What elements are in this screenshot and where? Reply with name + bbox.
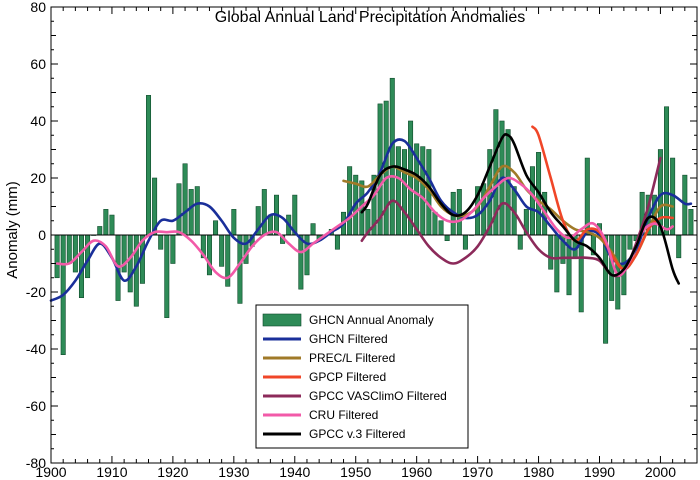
- x-tick-label: 2000: [645, 464, 676, 480]
- anomaly-bar: [182, 163, 188, 236]
- anomaly-bar: [456, 189, 462, 236]
- x-tick-label: 1950: [340, 464, 371, 480]
- series-line: [531, 125, 674, 271]
- x-tick-label: 1970: [462, 464, 493, 480]
- anomaly-bar: [66, 234, 72, 264]
- lines-layer: [49, 125, 693, 302]
- x-tick-label: 1940: [279, 464, 310, 480]
- x-tick-label: 1930: [218, 464, 249, 480]
- x-tick-label: 1960: [401, 464, 432, 480]
- anomaly-bar: [688, 209, 694, 236]
- anomaly-bar: [334, 234, 340, 250]
- anomaly-bar: [444, 234, 450, 241]
- anomaly-bar: [554, 234, 560, 293]
- y-tick-label: 80: [30, 0, 46, 15]
- y-tick-label: 60: [30, 56, 46, 72]
- anomaly-bar: [146, 95, 152, 236]
- x-tick-label: 1920: [157, 464, 188, 480]
- anomaly-bar: [462, 234, 468, 250]
- anomaly-bar: [170, 234, 176, 264]
- legend-items: GHCN Annual Anomaly GHCN Filtered PREC/L F…: [262, 313, 447, 441]
- anomaly-bar: [109, 214, 115, 236]
- x-tick-label: 1900: [35, 464, 66, 480]
- anomaly-bar: [97, 226, 103, 236]
- y-tick-label: 0: [38, 227, 46, 243]
- anomaly-bar: [389, 77, 395, 236]
- anomaly-bar: [188, 189, 194, 236]
- legend-label: GPCC VASClimO Filtered: [309, 389, 447, 403]
- anomaly-bar: [261, 189, 267, 236]
- anomaly-bar: [213, 220, 219, 236]
- legend-label: CRU Filtered: [309, 408, 378, 422]
- y-tick-label: -40: [26, 341, 46, 357]
- anomaly-bar: [206, 234, 212, 276]
- anomaly-bar: [517, 234, 523, 250]
- y-tick-label: -80: [26, 455, 46, 471]
- anomaly-bar: [432, 211, 438, 236]
- anomaly-bar: [298, 234, 304, 290]
- anomaly-bar: [164, 234, 170, 318]
- anomaly-bar: [158, 234, 164, 250]
- legend-label: GPCC v.3 Filtered: [309, 427, 405, 441]
- anomaly-bar: [72, 234, 78, 273]
- anomaly-bar: [438, 220, 444, 236]
- anomaly-bar: [548, 234, 554, 270]
- x-tick-label: 1910: [96, 464, 127, 480]
- legend-label: GHCN Annual Anomaly: [309, 313, 434, 327]
- anomaly-bar: [194, 186, 200, 236]
- anomaly-bar: [176, 183, 182, 236]
- x-tick-label: 1990: [584, 464, 615, 480]
- anomaly-bar: [395, 146, 401, 236]
- legend-label: GPCP Filtered: [309, 370, 386, 384]
- y-tick-label: 40: [30, 113, 46, 129]
- anomaly-bar: [304, 234, 310, 276]
- x-tick-label: 1980: [523, 464, 554, 480]
- anomaly-bar: [676, 234, 682, 259]
- anomaly-bar: [664, 106, 670, 236]
- y-tick-label: -60: [26, 398, 46, 414]
- legend: GHCN Annual Anomaly GHCN Filtered PREC/L F…: [255, 304, 469, 449]
- anomaly-bar: [103, 209, 109, 236]
- legend-label: PREC/L Filtered: [309, 351, 395, 365]
- legend-label: GHCN Filtered: [309, 332, 388, 346]
- anomaly-bar: [420, 146, 426, 236]
- anomaly-bar: [347, 166, 353, 236]
- anomaly-bar: [237, 234, 243, 304]
- anomaly-bar: [578, 234, 584, 313]
- anomaly-bar: [401, 149, 407, 236]
- series-line: [360, 133, 681, 285]
- anomaly-bar: [627, 234, 633, 250]
- anomaly-bar: [231, 209, 237, 236]
- y-tick-label: -20: [26, 284, 46, 300]
- anomaly-bar: [127, 234, 133, 293]
- ticks-layer: 1900 1910 1920 1930 1940 1950 1960 1970 1980 1990…: [26, 0, 698, 480]
- anomaly-bar: [54, 234, 60, 279]
- anomaly-bar: [310, 223, 316, 236]
- y-tick-label: 20: [30, 170, 46, 186]
- y-axis-title: Anomaly (mm): [4, 181, 21, 279]
- chart-title: Global Annual Land Precipitation Anomali…: [215, 9, 525, 26]
- anomaly-bar: [219, 234, 225, 267]
- anomaly-bar: [529, 166, 535, 236]
- legend-swatch-bar: [262, 313, 302, 327]
